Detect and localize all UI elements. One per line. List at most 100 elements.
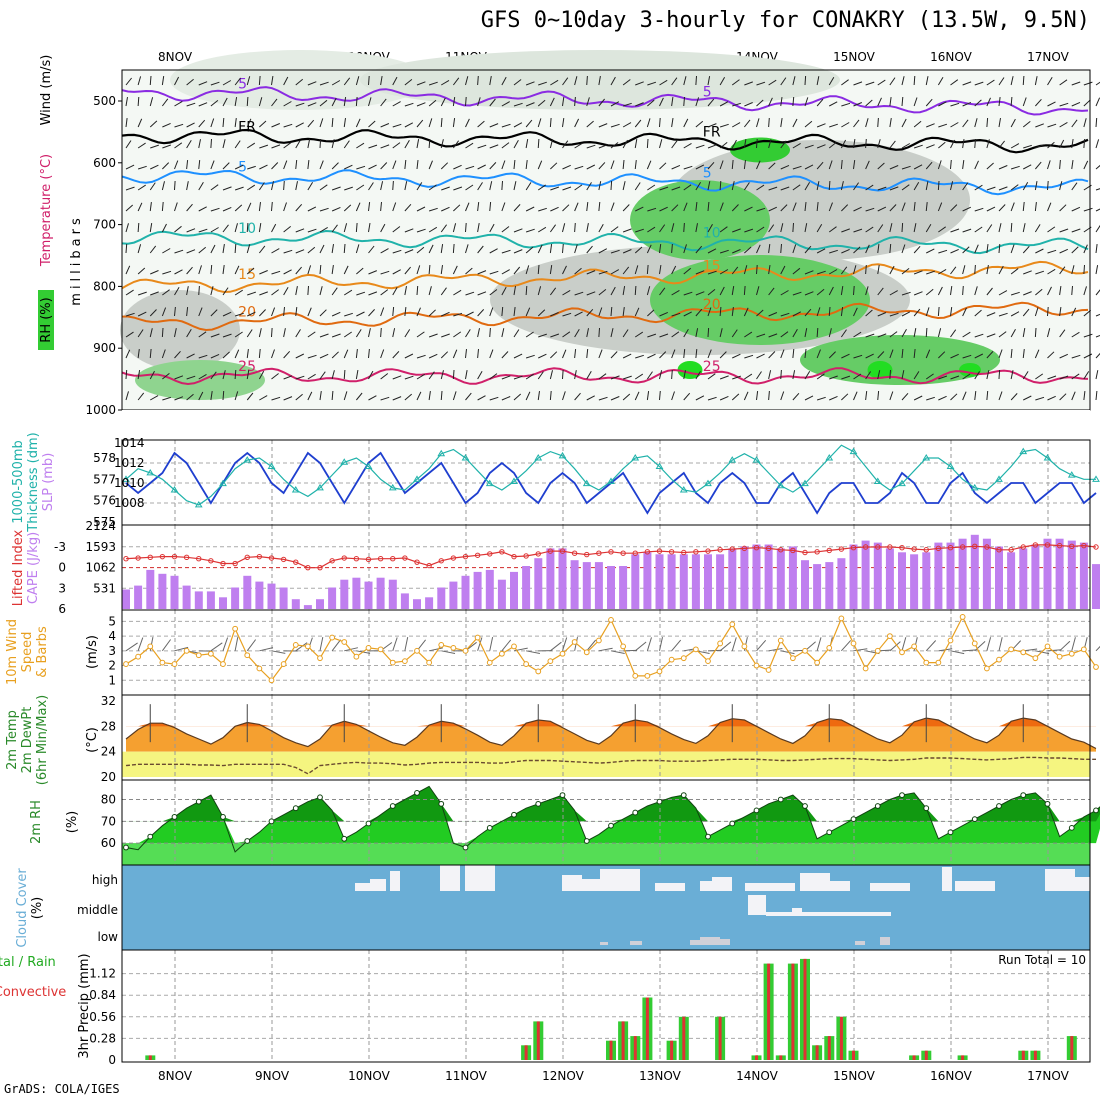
- wind-barb: [598, 181, 602, 191]
- precip-convective-bar: [633, 1036, 637, 1060]
- precip-convective-label: Convective: [0, 985, 66, 1000]
- wind-barb: [950, 286, 953, 296]
- wind-barb: [574, 392, 581, 401]
- thickness-marker: [655, 462, 664, 470]
- wind-barb: [1095, 139, 1100, 149]
- wind-barb: [404, 139, 410, 149]
- wind-speed-marker: [1020, 649, 1027, 656]
- wind-barb: [1071, 307, 1077, 317]
- wind-barb: [307, 102, 317, 107]
- wind-speed-marker: [1044, 643, 1051, 650]
- isotherm-label: FR: [703, 124, 721, 140]
- wind-barb: [780, 140, 787, 149]
- wind-barb: [925, 224, 932, 233]
- cape-bar: [1055, 538, 1064, 609]
- wind-barb: [1095, 164, 1100, 170]
- wind-barb: [271, 307, 276, 317]
- wind-barb: [719, 160, 724, 170]
- wind-barb: [174, 123, 184, 128]
- wind-barb: [792, 267, 801, 275]
- wind-barb: [986, 244, 989, 254]
- wind-barb: [707, 76, 711, 86]
- wind-barb: [380, 289, 389, 296]
- wind-barb: [368, 164, 377, 170]
- wind-barb: [453, 289, 462, 296]
- wind-barb: [246, 96, 249, 107]
- lifted-index-marker: [353, 556, 360, 562]
- lifted-index-marker: [365, 556, 372, 563]
- cape-bar: [594, 562, 603, 609]
- wind-barb: [392, 396, 402, 401]
- wind-barb: [647, 99, 655, 107]
- wind-barb: [804, 291, 814, 296]
- wind-barb: [416, 206, 426, 212]
- wind-barb: [125, 186, 135, 191]
- wind-barb: [610, 123, 620, 128]
- wind-barb: [307, 228, 317, 233]
- wind-barb: [853, 391, 858, 401]
- wind-barb: [222, 162, 230, 170]
- wind-barb: [853, 265, 857, 275]
- precip-tick-label: 0.84: [89, 988, 116, 1002]
- wind-barb: [428, 333, 438, 338]
- wind-barb: [986, 117, 989, 128]
- wind-barb: [732, 122, 741, 128]
- wind-barb: [780, 391, 785, 401]
- wind-barb: [707, 161, 715, 170]
- wind-barb: [562, 118, 565, 128]
- wind-barb: [635, 228, 644, 233]
- wind-barb: [647, 207, 657, 212]
- wind-barb: [877, 97, 882, 107]
- high-cloud-bar: [440, 865, 460, 891]
- wind-barb: [1059, 393, 1067, 401]
- wind-barb: [683, 267, 692, 275]
- wind-barb: [489, 98, 496, 107]
- wind-barb: [986, 265, 989, 275]
- high-cloud-bar: [955, 881, 995, 891]
- wind-speed-marker: [498, 650, 505, 657]
- wind-barb: [756, 226, 765, 233]
- wind-barb: [925, 288, 934, 296]
- wind-barb: [477, 328, 480, 338]
- wind-barb: [731, 139, 737, 149]
- wind-barb: [246, 267, 255, 275]
- lifted-index-marker: [681, 549, 687, 556]
- wind-barb: [174, 249, 184, 254]
- temp-tick-label: 32: [101, 694, 116, 708]
- wind-barb: [222, 390, 225, 401]
- wind-barb: [295, 642, 308, 652]
- wind-barb: [792, 348, 795, 359]
- isotherm-label: 15: [238, 267, 256, 283]
- wind-barb: [671, 97, 674, 107]
- wind-barb: [307, 206, 317, 212]
- wind-barb: [647, 333, 657, 338]
- wind-barb: [465, 184, 474, 191]
- wind-barb: [174, 100, 183, 107]
- wind-barb: [489, 76, 492, 86]
- cape-bar: [449, 581, 458, 609]
- wind-barb: [816, 224, 823, 233]
- wind-barb: [743, 265, 748, 275]
- wind-barb: [804, 202, 807, 212]
- wind-barb: [331, 162, 339, 170]
- wind-barb: [356, 165, 366, 170]
- wind-barb: [465, 349, 467, 359]
- thickness-marker: [510, 477, 518, 484]
- lifted-index-marker: [608, 549, 614, 555]
- wind-speed-marker: [874, 647, 881, 654]
- wind-barb: [816, 76, 820, 86]
- wind-barb: [586, 144, 596, 149]
- wind-barb: [149, 120, 158, 128]
- wind-barb: [259, 164, 268, 170]
- cape-bar: [182, 585, 191, 609]
- wind-barb: [344, 186, 353, 191]
- wind-barb: [841, 228, 850, 233]
- wind-speed-marker: [899, 649, 905, 656]
- wind-barb: [246, 202, 252, 212]
- precip-tick-label: 1.12: [89, 967, 116, 981]
- rh-marker: [389, 803, 396, 809]
- isotherm-label: 5: [238, 77, 247, 93]
- thickness-marker: [219, 479, 227, 487]
- wind-barb: [1010, 393, 1018, 401]
